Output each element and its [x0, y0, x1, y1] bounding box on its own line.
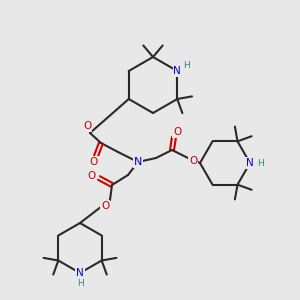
Text: O: O	[90, 157, 98, 167]
Text: O: O	[88, 171, 96, 181]
Text: N: N	[76, 268, 84, 278]
Text: O: O	[101, 201, 109, 211]
Text: O: O	[173, 127, 181, 137]
Text: H: H	[76, 280, 83, 289]
Text: H: H	[183, 61, 190, 70]
Text: H: H	[258, 158, 264, 167]
Text: O: O	[83, 121, 91, 131]
Text: O: O	[189, 156, 197, 166]
Text: N: N	[246, 158, 254, 168]
Text: N: N	[173, 66, 181, 76]
Text: N: N	[134, 157, 142, 167]
